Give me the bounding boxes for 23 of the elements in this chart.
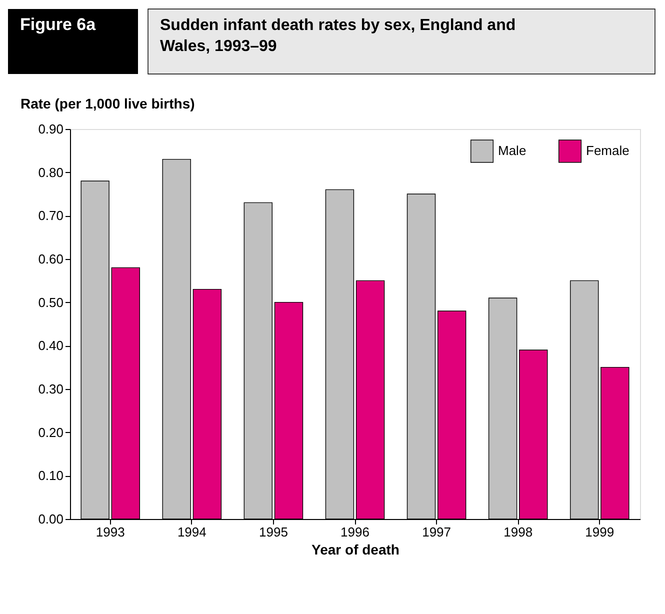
x-tick-label: 1998	[504, 524, 533, 540]
x-axis-title: Year of death	[312, 542, 400, 558]
x-tick-label: 1999	[585, 524, 614, 540]
y-tick-label: 0.40	[38, 338, 64, 354]
y-tick-label: 0.80	[38, 164, 64, 180]
y-tick-label: 0.60	[38, 252, 64, 266]
y-tick-label: 0.70	[38, 208, 64, 224]
caption: Figure 6a	[20, 15, 96, 34]
y-tick-label: 0.30	[38, 382, 64, 396]
y-axis-title: Rate (per 1,000 live births)	[20, 96, 195, 112]
y-tick-label: 0.90	[38, 122, 64, 136]
y-tick-label: 0.50	[38, 294, 64, 310]
x-tick-label: 1997	[422, 524, 452, 540]
legend-label: Female	[586, 143, 630, 158]
x-tick-label: 1995	[258, 524, 288, 540]
x-tick-label: 1994	[177, 524, 206, 540]
legend-label: Male	[498, 143, 526, 158]
x-tick-label: 1993	[96, 524, 125, 540]
y-tick-label: 0.00	[38, 512, 64, 526]
x-tick-label: 1996	[340, 524, 370, 540]
y-tick-label: 0.20	[38, 424, 64, 440]
y-tick-label: 0.10	[38, 468, 64, 484]
chart-title: Sudden infant death rates by sex, England and Wales, 1993–99	[160, 17, 516, 55]
